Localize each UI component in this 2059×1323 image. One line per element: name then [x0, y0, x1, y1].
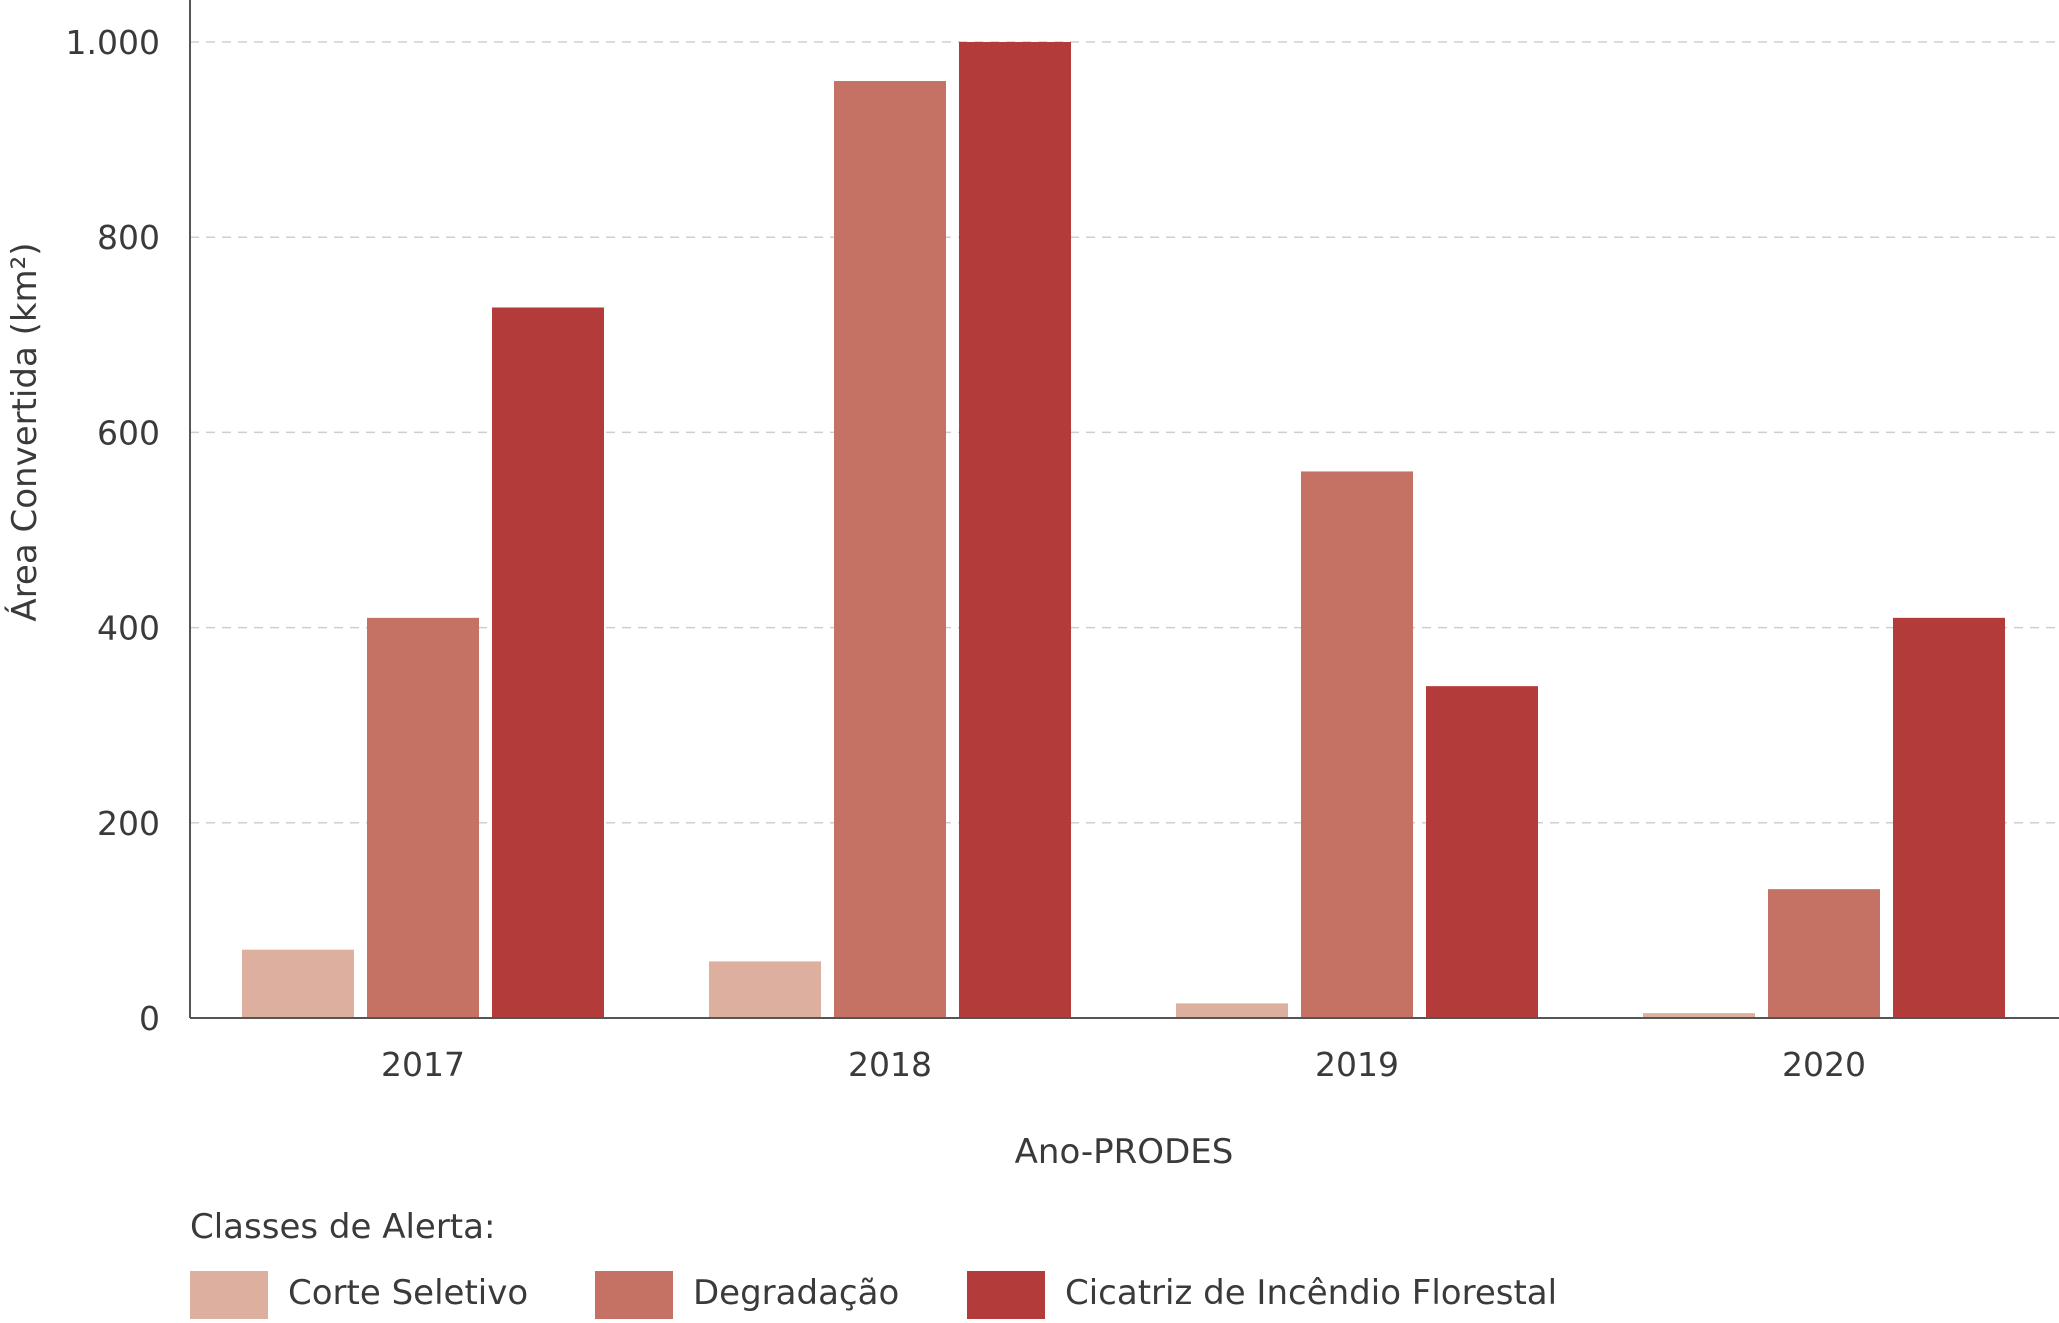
x-tick-labels: 2017 2018 2019 2020	[381, 1045, 1866, 1084]
y-tick-label: 0	[139, 999, 160, 1038]
bar-2017-1	[367, 617, 479, 1018]
x-tick-label: 2019	[1315, 1045, 1399, 1084]
y-tick-label: 1.000	[66, 23, 160, 62]
bar-2020-1	[1768, 889, 1880, 1018]
bar-2018-2	[959, 42, 1071, 1018]
y-tick-label: 600	[97, 413, 160, 452]
legend-label: Cicatriz de Incêndio Florestal	[1065, 1273, 1557, 1313]
legend: Corte Seletivo Degradação Cicatriz de Incê…	[190, 1271, 1557, 1319]
legend-label: Corte Seletivo	[288, 1273, 528, 1313]
bar-2017-2	[492, 307, 604, 1018]
bar-2019-0	[1176, 1003, 1288, 1018]
x-tick-label: 2018	[848, 1045, 932, 1084]
bar-2019-2	[1426, 686, 1538, 1018]
x-axis-title: Ano-PRODES	[1015, 1132, 1234, 1172]
y-tick-label: 200	[97, 804, 160, 843]
y-tick-label: 400	[97, 609, 160, 648]
bar-2018-1	[834, 81, 946, 1019]
x-tick-label: 2017	[381, 1045, 465, 1084]
bar-2019-1	[1301, 471, 1413, 1018]
bar-2017-0	[242, 949, 354, 1018]
legend-title: Classes de Alerta:	[190, 1207, 495, 1247]
bar-2020-2	[1893, 617, 2005, 1018]
y-tick-label: 800	[97, 218, 160, 257]
y-tick-labels: 0 200 400 600 800 1.000	[66, 23, 160, 1038]
legend-swatch	[967, 1271, 1045, 1319]
bar-2020-0	[1643, 1013, 1755, 1018]
legend-label: Degradação	[693, 1273, 899, 1313]
bars	[242, 42, 2005, 1019]
legend-swatch	[190, 1271, 268, 1319]
bar-2018-0	[709, 961, 821, 1018]
x-tick-label: 2020	[1782, 1045, 1866, 1084]
y-axis-title: Área Convertida (km²)	[4, 242, 45, 621]
legend-swatch	[595, 1271, 673, 1319]
